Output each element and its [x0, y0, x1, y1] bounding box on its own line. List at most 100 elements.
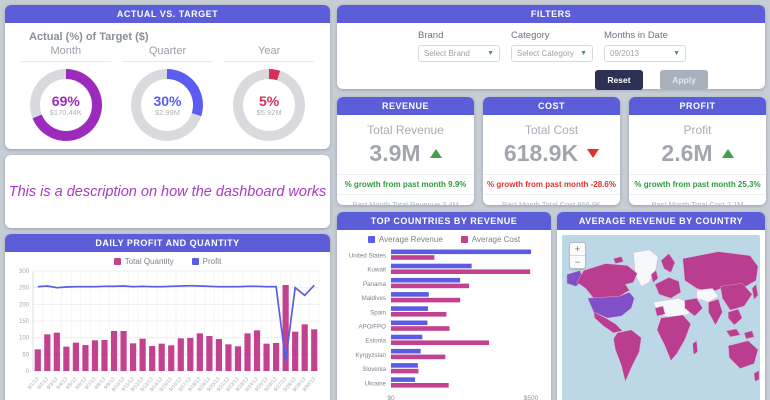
quantity-bar — [263, 343, 270, 371]
category-select-value: Select Category — [517, 49, 574, 58]
zoom-in-button[interactable]: + — [570, 243, 585, 256]
world-map-svg — [566, 249, 760, 383]
months-in-date-select[interactable]: 09/2013 ▼ — [604, 45, 686, 62]
kpi-cost-growth: % growth from past month -28.6% — [483, 174, 620, 194]
countries-chart-legend: Average Revenue Average Cost — [337, 230, 551, 246]
average-revenue-swatch — [367, 236, 375, 243]
svg-text:250: 250 — [19, 286, 30, 292]
chevron-down-icon: ▼ — [580, 50, 587, 57]
map-region-canada-isl[interactable] — [613, 256, 624, 264]
top-countries-chart: United States Kuwait Panama Maldives Spain AP… — [337, 246, 551, 400]
avg-revenue-bar — [391, 249, 531, 255]
map-region-europe[interactable] — [654, 277, 682, 299]
map-region-nz[interactable] — [753, 370, 760, 382]
kpi-cost-value: 618.9K — [503, 140, 579, 166]
map-region-africa[interactable] — [656, 314, 691, 361]
legend-profit-label: Profit — [202, 257, 222, 266]
filter-category: Category Select Category ▼ — [511, 30, 593, 62]
quantity-bar — [225, 344, 232, 371]
map-region-madagascar[interactable] — [692, 340, 698, 356]
map-region-w-africa[interactable] — [654, 305, 666, 317]
kpi-profit-past: Past Month Total Cost 2.1M — [629, 194, 766, 214]
trend-up-icon — [721, 149, 734, 158]
world-map[interactable]: + − — [562, 235, 760, 400]
svg-text:$0: $0 — [387, 395, 395, 400]
country-label: Spain — [370, 309, 386, 316]
map-region-central-asia[interactable] — [696, 288, 719, 303]
panel-daily-header: DAILY PROFIT AND QUANTITY — [5, 234, 330, 252]
map-region-uk[interactable] — [650, 270, 659, 283]
quantity-bar — [244, 333, 251, 371]
gauge-row: Month 69% $170.44K Quarter 30% $2.99M — [5, 45, 330, 141]
brand-select[interactable]: Select Brand ▼ — [418, 45, 500, 62]
panel-actual-vs-target: ACTUAL VS. TARGET Actual (%) of Target (… — [5, 5, 330, 149]
countries-chart-svg: United States Kuwait Panama Maldives Spain AP… — [349, 249, 539, 400]
filter-months-in-date: Months in Date 09/2013 ▼ — [604, 30, 686, 62]
avg-revenue-bar — [391, 363, 418, 368]
legend-profit: Profit — [191, 257, 222, 266]
map-region-mideast[interactable] — [684, 298, 703, 317]
actual-of-target-subtitle: Actual (%) of Target ($) — [29, 31, 149, 43]
quantity-bar — [34, 349, 41, 371]
donut-hole: 30% $2.99M — [141, 79, 194, 131]
category-select[interactable]: Select Category ▼ — [511, 45, 593, 62]
map-region-scandinavia[interactable] — [660, 253, 676, 273]
trend-up-icon — [429, 149, 442, 158]
country-label: Kuwait — [367, 267, 386, 274]
quantity-bar — [301, 324, 308, 371]
panel-actual-vs-target-header: ACTUAL VS. TARGET — [5, 5, 330, 23]
map-region-japan[interactable] — [751, 283, 759, 300]
quantity-bar — [44, 334, 51, 371]
legend-average-cost: Average Cost — [460, 235, 521, 244]
panel-countries-header: TOP COUNTRIES BY REVENUE — [337, 212, 551, 230]
profit-line — [37, 284, 315, 362]
map-region-usa[interactable] — [587, 292, 635, 319]
brand-select-value: Select Brand — [424, 49, 470, 58]
gauge-month-label: Month — [20, 45, 112, 62]
country-label: Ukraine — [365, 380, 387, 387]
map-region-mexico[interactable] — [593, 311, 623, 334]
map-region-s-america[interactable] — [613, 329, 642, 383]
country-label: Maldives — [362, 295, 386, 302]
legend-average-revenue: Average Revenue — [367, 235, 443, 244]
kpi-revenue-header: REVENUE — [337, 97, 474, 115]
daily-chart-svg: 0501001502002503009/1/139/2/139/3/139/4/… — [19, 269, 320, 393]
avg-cost-bar — [391, 255, 435, 260]
map-region-canada[interactable] — [576, 263, 638, 299]
avg-cost-bar — [391, 312, 447, 317]
avg-revenue-bar — [391, 263, 472, 269]
legend-total-quantity: Total Quantity — [113, 257, 174, 266]
quarter-donut-chart: 30% $2.99M — [131, 69, 204, 141]
map-region-australia[interactable] — [728, 340, 759, 369]
kpi-profit-title: Profit — [683, 123, 712, 137]
kpi-cost-past: Past Month Total Cost 866.9K — [483, 194, 620, 214]
year-donut-chart: 5% $5.92M — [233, 69, 306, 141]
apply-button[interactable]: Apply — [660, 70, 708, 90]
map-region-china[interactable] — [720, 283, 753, 311]
reset-button[interactable]: Reset — [595, 70, 643, 90]
map-region-png[interactable] — [743, 330, 755, 340]
map-region-india[interactable] — [708, 298, 723, 326]
year-percent: 5% — [259, 92, 280, 109]
zoom-out-button[interactable]: − — [574, 257, 581, 267]
svg-text:$500: $500 — [524, 395, 539, 400]
country-label: United States — [349, 253, 386, 260]
panel-average-revenue-by-country: AVERAGE REVENUE BY COUNTRY + − — [557, 212, 765, 400]
kpi-profit-value: 2.6M — [661, 140, 713, 166]
quantity-bar — [158, 343, 165, 371]
kpi-profit-growth: % growth from past month 25.3% — [629, 174, 766, 194]
avg-revenue-bar — [391, 377, 416, 382]
avg-revenue-bar — [391, 348, 421, 354]
quantity-bar — [101, 340, 108, 371]
trend-down-icon — [587, 149, 600, 158]
country-label: Estonia — [365, 338, 386, 345]
map-region-se-asia[interactable] — [728, 308, 743, 326]
map-region-indonesia[interactable] — [726, 328, 741, 338]
donut-hole: 5% $5.92M — [243, 79, 296, 131]
brand-label: Brand — [418, 30, 444, 41]
month-value: $170.44K — [49, 107, 82, 117]
gauge-month: Month 69% $170.44K — [16, 45, 117, 141]
quantity-bar — [63, 346, 70, 371]
panel-description: This is a description on how the dashboa… — [5, 155, 330, 228]
legend-average-cost-label: Average Cost — [471, 235, 521, 244]
